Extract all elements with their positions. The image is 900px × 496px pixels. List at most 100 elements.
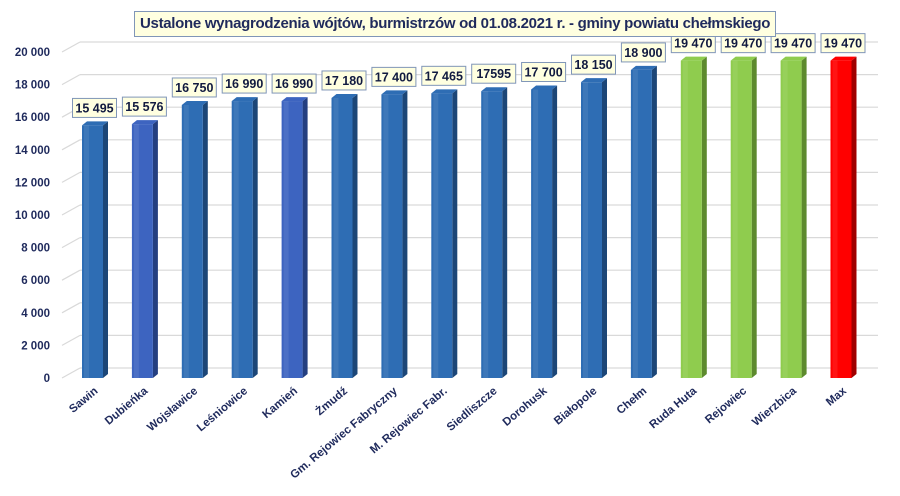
bar-top [730,56,757,61]
bar-7 [381,90,408,378]
bar-2 [131,120,158,378]
data-label-text: 18 900 [624,46,662,60]
data-label-box [471,63,517,84]
data-label-box [321,70,367,91]
data-label: 18 150 [571,54,616,75]
gridline-diagonal [61,41,81,53]
data-label-text: 16 990 [225,77,263,91]
bar-3 [181,100,208,378]
bar-front [481,91,503,378]
bar-side [701,56,707,378]
bar-side [751,56,757,378]
bar-top [231,97,258,102]
bar-highlight [632,69,638,379]
x-tick-label: Siedliszcze [445,385,500,434]
data-label-box [820,33,866,54]
data-label: 18 900 [620,42,666,63]
bar-10 [531,85,558,379]
bar-side [202,100,208,378]
gridline-diagonal [61,367,81,379]
bar-side [651,65,657,379]
data-label-box [371,66,417,87]
bar-highlight [782,60,788,378]
bar-side [352,93,358,378]
bar-highlight [383,94,389,378]
bar-front [431,93,453,379]
y-tick-label: 10 000 [15,210,50,222]
bar-top [481,87,508,92]
y-tick-label: 16 000 [15,112,50,124]
y-tick-label: 14 000 [15,145,50,157]
x-tick-label: Max [824,385,849,409]
data-label: 19 470 [820,33,866,54]
y-axis: 0 2 000 4 000 6 000 8 000 10 000 12 000 14 000 1… [15,47,50,385]
data-label: 17 700 [521,61,567,82]
data-label-text: 19 470 [774,37,812,51]
bar-top [82,121,108,126]
bar-front [131,124,153,378]
bar-4 [231,97,258,379]
bar-front [531,89,553,379]
data-label-box [521,61,567,82]
bar-front [630,69,652,379]
bar-14 [730,56,757,378]
bar-1 [82,121,108,378]
data-label-box [620,42,666,63]
bar-side [452,89,458,379]
bar-top [181,100,208,105]
bar-6 [331,93,358,378]
bar-highlight [533,89,539,379]
bar-highlight [583,82,588,378]
bar-top [331,93,358,98]
data-label-text: 19 470 [824,37,862,51]
gridline-diagonal [61,237,81,249]
data-label-text: 16 750 [175,81,213,95]
data-label: 15 576 [121,96,167,117]
bar-side [801,56,807,378]
bar-highlight [233,101,239,379]
bar-highlight [183,104,189,378]
bar-front [730,60,752,378]
x-tick-label: Chełm [615,385,650,417]
data-label-text: 17595 [476,67,511,81]
data-label-box [571,54,616,75]
gridline-diagonal [61,334,81,346]
bar-11 [581,78,607,378]
bar-front [231,101,253,379]
gridline-diagonal [61,204,81,216]
x-tick-label: Wierzbica [750,385,799,429]
gridline-diagonal [61,171,81,183]
bar-top [581,78,607,83]
bar-9 [481,87,508,378]
bar-front [381,94,403,378]
bar-8 [431,89,458,379]
bar-front [830,60,852,378]
y-tick-label: 6 000 [21,275,50,287]
data-label-text: 17 700 [524,65,562,79]
bar-highlight [483,91,489,378]
bar-front [331,97,353,378]
bar-top [431,89,458,94]
bar-side [851,56,857,378]
bar-top [630,65,657,70]
bar-front [181,104,203,378]
bar-highlight [84,125,89,378]
bar-15 [780,56,807,378]
gridline-diagonal [61,302,81,314]
bars [82,56,857,379]
data-label: 19 470 [770,33,816,54]
bar-16 [830,56,857,378]
bar-top [830,56,857,61]
data-label-box [221,73,267,94]
data-label: 15 495 [72,97,117,118]
x-tick-label: Rejowiec [703,385,749,427]
data-label: 16 750 [171,77,217,98]
data-label: 17595 [471,63,517,84]
data-label-text: 19 470 [724,37,762,51]
bar-side [252,97,258,379]
chart-title: Ustalone wynagrodzenia wójtów, burmistrz… [134,11,777,37]
bar-front [82,125,103,378]
bar-side [152,120,158,378]
bar-side [552,85,558,379]
data-label-text: 18 150 [574,58,612,72]
